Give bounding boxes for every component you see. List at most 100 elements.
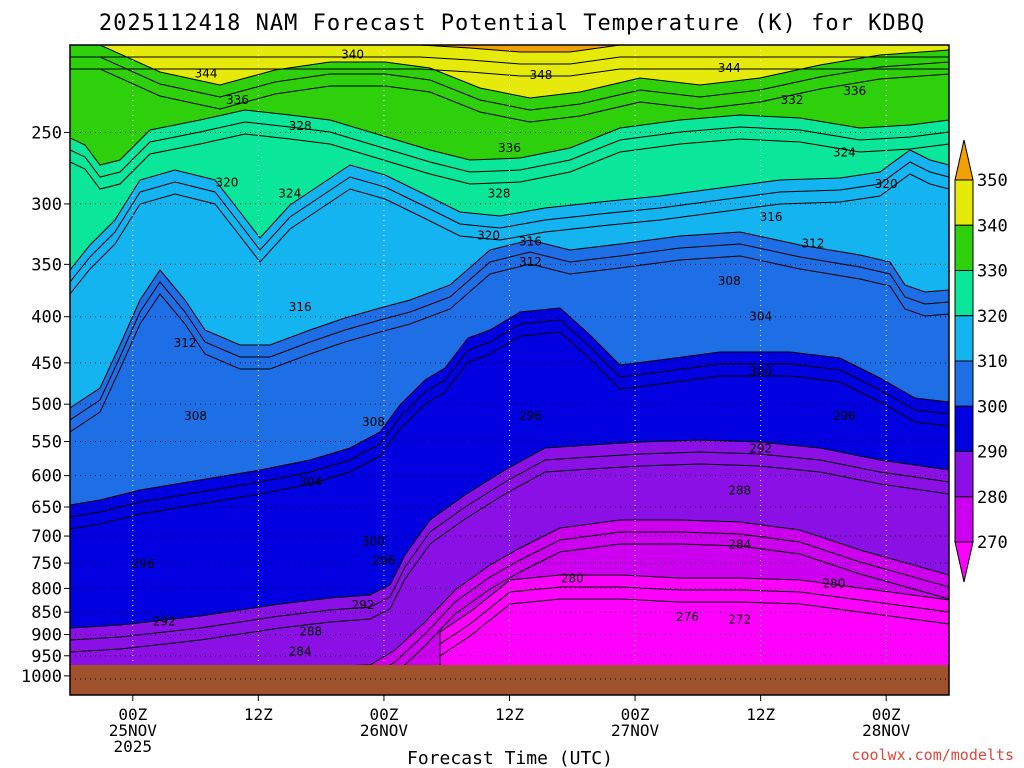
isentrope-line [439,598,949,689]
y-tick-label: 500 [31,395,62,415]
colorbar-label: 320 [977,307,1008,327]
colorbar-label: 270 [977,533,1008,553]
y-tick-label: 650 [31,498,62,518]
colorbar-label: 280 [977,488,1008,508]
y-tick-label: 350 [31,255,62,275]
isentrope-line [70,231,949,409]
contour-label: 292 [352,598,375,612]
contour-label: 296 [372,553,395,567]
contour-label: 316 [289,300,312,314]
contour-label: 280 [561,571,584,585]
contour-label: 316 [760,210,783,224]
contour-label: 296 [833,409,856,423]
chart-title: 2025112418 NAM Forecast Potential Temper… [99,11,925,36]
y-tick-label: 550 [31,433,62,453]
colorbar-segment [954,224,974,271]
contour-label: 296 [519,409,542,423]
y-tick-label: 300 [31,195,62,215]
contour-label: 312 [174,336,197,350]
contour-label: 304 [749,310,772,324]
contour-label: 288 [299,625,322,639]
colorbar-label: 330 [977,262,1008,282]
contour-label: 292 [153,614,176,628]
colorbar-label: 340 [977,216,1008,236]
x-tick-label: 2025 [114,737,153,756]
contour-label: 344 [195,66,218,80]
y-tick-label: 750 [31,554,62,574]
isentrope-line [70,331,949,530]
x-tick-label: 00Z [369,705,398,724]
contour-label: 308 [362,415,385,429]
isentrope-line [70,56,949,65]
colorbar-segment [954,360,974,407]
x-tick-label: 26NOV [360,721,409,740]
colorbar-bottom-arrow [954,541,974,583]
y-tick-label: 900 [31,626,62,646]
contour-label: 348 [529,68,552,82]
x-tick-label: 00Z [872,705,901,724]
contour-label: 284 [289,645,312,659]
contour-label: 272 [728,612,751,626]
y-axis: 250 300 350 400 450 500 550 600 650 700 750 800 850 9… [21,123,70,687]
contour-label: 292 [749,442,772,456]
contour-label: 324 [278,186,301,200]
x-tick-label: 28NOV [862,721,911,740]
y-tick-label: 1000 [21,667,62,687]
colorbar-label: 310 [977,352,1008,372]
isentrope-line [70,463,949,653]
contour-label: 344 [718,61,741,75]
contour-label: 288 [728,483,751,497]
grid-lines [70,45,949,695]
colorbar-segment [954,270,974,317]
isentrope-line [70,56,949,111]
isentrope-line [70,319,949,518]
isentrope-line [439,574,949,665]
colorbar-segment [954,496,974,543]
contour-label: 284 [728,537,751,551]
ground-surface [70,665,949,695]
x-axis-label: Forecast Time (UTC) [407,748,613,768]
contour-label: 324 [833,145,856,159]
x-tick-label: 12Z [746,705,775,724]
contour-label: 320 [216,175,239,189]
x-tick-label: 12Z [495,705,524,724]
contour-label: 308 [184,409,207,423]
y-tick-label: 600 [31,467,62,487]
isentrope-line [70,68,949,77]
colorbar: 350 340 330 320 310 300 290 280 270 [954,139,1008,583]
contour-label: 280 [822,576,845,590]
y-tick-label: 950 [31,647,62,667]
x-tick-label: 12Z [244,705,273,724]
x-tick-label: 27NOV [611,721,660,740]
isentrope-line [70,149,949,271]
isentrope-line [70,307,949,506]
contour-label: 320 [477,228,500,242]
isentrope-line [70,45,949,53]
contour-label: 304 [299,475,322,489]
isentrope-line [70,133,949,190]
x-tick-label: 00Z [621,705,650,724]
isentrope-line [70,173,949,295]
contour-label: 300 [749,364,772,378]
colorbar-segment [954,405,974,452]
isentrope-line [70,121,949,178]
y-tick-label: 400 [31,308,62,328]
colorbar-label: 350 [977,171,1008,191]
isentrope-line [439,586,949,677]
contour-label: 320 [875,177,898,191]
isentrope-line [70,45,949,99]
y-tick-label: 250 [31,123,62,143]
contour-label: 332 [781,93,804,107]
contour-label: 312 [519,255,542,269]
color-fill-bands [70,45,949,695]
contour-labels: 340 344 348 344 336 332 336 328 336 324 320 324 328 3… [132,48,898,659]
isentrope-line [70,519,949,671]
isentrope-line [70,243,949,421]
colorbar-label: 300 [977,397,1008,417]
contour-label: 340 [341,48,364,62]
contour-label: 336 [843,84,866,98]
contour-label: 336 [226,93,249,107]
colorbar-segment [954,179,974,226]
